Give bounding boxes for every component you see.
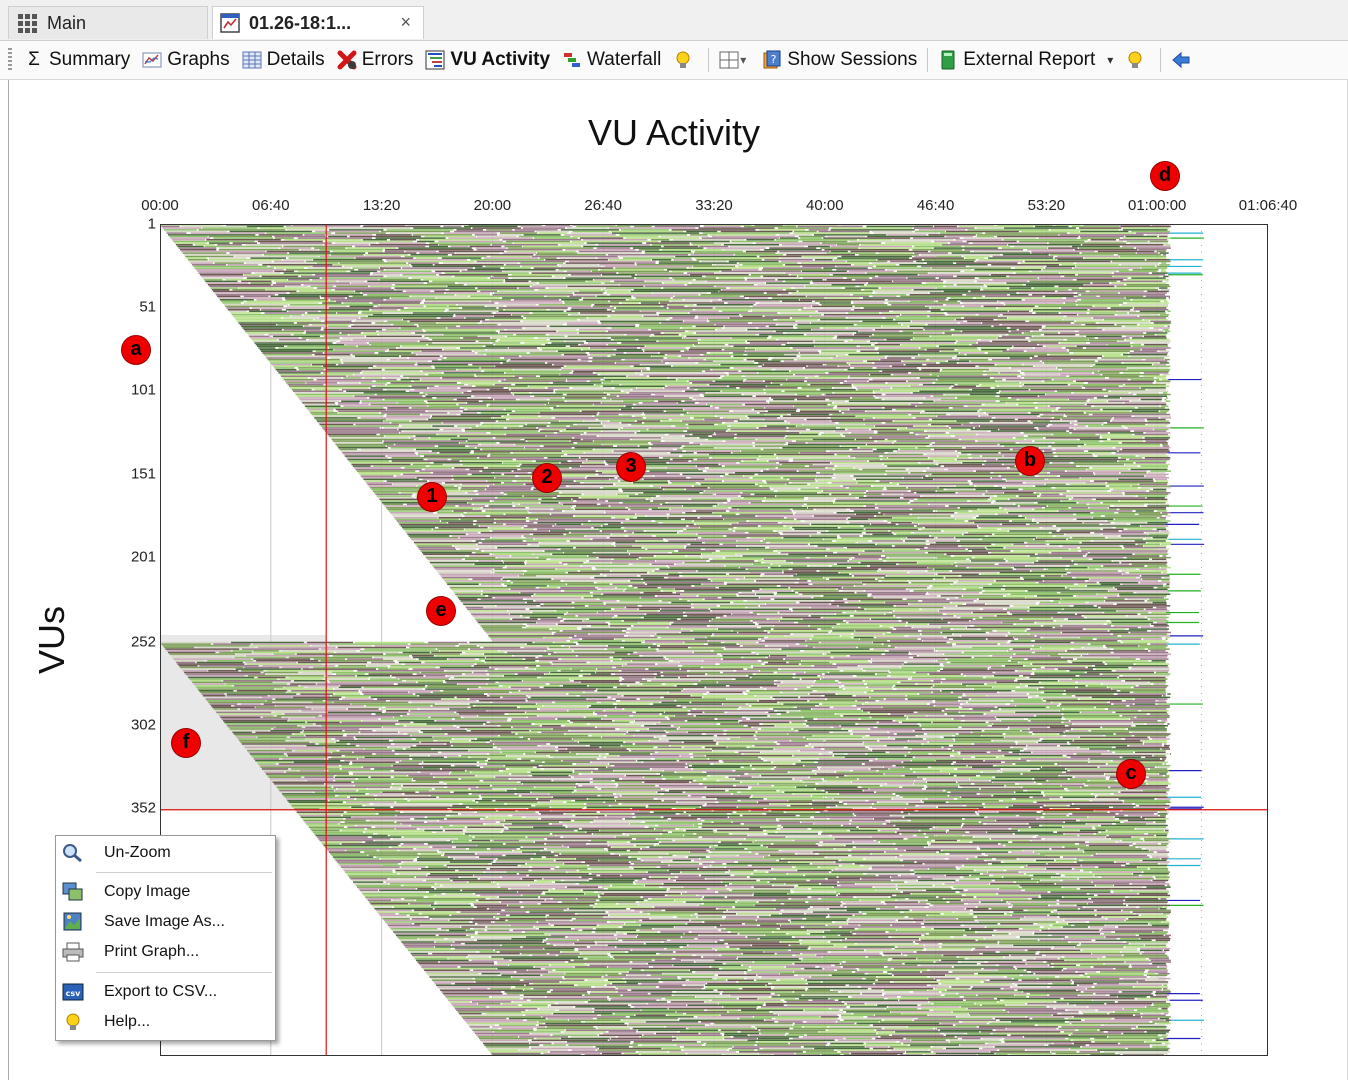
toolbar-separator [927, 48, 929, 72]
details-label: Details [266, 49, 325, 70]
grid-icon [18, 14, 37, 33]
sigma-icon: Σ [28, 49, 40, 70]
y-tick-label: 1 [147, 215, 156, 233]
vu-activity-icon [425, 50, 445, 70]
vu-session-bars [160, 224, 1172, 1056]
x-tick-label: 26:40 [584, 197, 622, 214]
close-tab-icon[interactable]: × [400, 12, 411, 32]
lightbulb-icon [1128, 51, 1142, 68]
tab-main-label: Main [47, 12, 87, 33]
vu-activity-label: VU Activity [450, 49, 551, 70]
errors-label: Errors [361, 49, 414, 70]
waterfall-icon [564, 53, 581, 67]
tips-button[interactable] [667, 45, 704, 75]
summary-button[interactable]: Σ Summary [18, 45, 136, 75]
y-tick-label: 51 [139, 298, 156, 316]
x-tick-label: 13:20 [362, 197, 401, 214]
back-arrow-icon [1172, 51, 1190, 69]
back-button[interactable] [1165, 45, 1202, 75]
x-tick-label: 01:06:40 [1238, 197, 1298, 214]
summary-label: Summary [49, 49, 131, 70]
tab-main[interactable]: Main [8, 6, 208, 39]
document-tab-bar: Main 01.26-18:1... × [0, 0, 1348, 41]
report-toolbar: Σ Summary Graphs Details Errors VU Activ… [0, 41, 1348, 80]
graphs-button[interactable]: Graphs [136, 45, 235, 75]
table-icon [242, 51, 262, 69]
toolbar-grip[interactable] [8, 48, 12, 72]
x-tick-label: 53:20 [1027, 197, 1066, 214]
y-tick-label: 201 [130, 548, 156, 566]
y-axis-label: VUs [31, 605, 72, 675]
x-tick-label: 20:00 [473, 197, 512, 214]
x-tick-label: 01:00:00 [1127, 197, 1187, 214]
report-icon [220, 13, 240, 33]
details-button[interactable]: Details [236, 45, 331, 75]
layout-dropdown-button[interactable]: ▾ [713, 45, 756, 75]
error-x-icon [337, 50, 357, 70]
x-tick-label: 06:40 [252, 197, 290, 214]
errors-button[interactable]: Errors [331, 45, 420, 75]
y-tick-label: 101 [130, 381, 156, 399]
x-tick-label: 46:40 [916, 197, 955, 214]
sessions-icon: ? [763, 50, 781, 69]
tab-report[interactable]: 01.26-18:1... × [212, 6, 424, 39]
y-tick-label: 352 [130, 799, 156, 817]
toolbar-separator [708, 48, 710, 72]
y-tick-label: 252 [130, 633, 156, 651]
show-sessions-label: Show Sessions [787, 49, 918, 70]
x-tick-label: 40:00 [806, 197, 844, 214]
tab-report-label: 01.26-18:1... [249, 12, 352, 33]
vu-activity-button[interactable]: VU Activity [419, 45, 556, 75]
waterfall-label: Waterfall [587, 49, 662, 70]
external-report-tips-button[interactable] [1119, 45, 1156, 75]
external-report-chevron-down-icon[interactable]: ▾ [1107, 53, 1114, 67]
external-report-button[interactable]: External Report ▾ [932, 45, 1119, 75]
x-tick-label: 00:00 [141, 197, 179, 214]
layout-grid-icon [719, 51, 739, 69]
y-tick-label: 151 [130, 465, 156, 483]
graphs-label: Graphs [167, 49, 230, 70]
external-report-icon [941, 50, 955, 70]
waterfall-button[interactable]: Waterfall [556, 45, 667, 75]
external-report-label: External Report [963, 49, 1096, 70]
show-sessions-button[interactable]: ? Show Sessions [756, 45, 923, 75]
vu-activity-plot[interactable] [160, 224, 1268, 1056]
lightbulb-icon [676, 51, 690, 68]
x-tick-label: 33:20 [695, 197, 733, 214]
y-tick-label: 302 [130, 716, 156, 734]
graph-icon [142, 52, 162, 68]
chart-title: VU Activity [587, 112, 761, 153]
toolbar-separator [1160, 48, 1162, 72]
layout-chevron-down-icon: ▾ [740, 53, 747, 67]
